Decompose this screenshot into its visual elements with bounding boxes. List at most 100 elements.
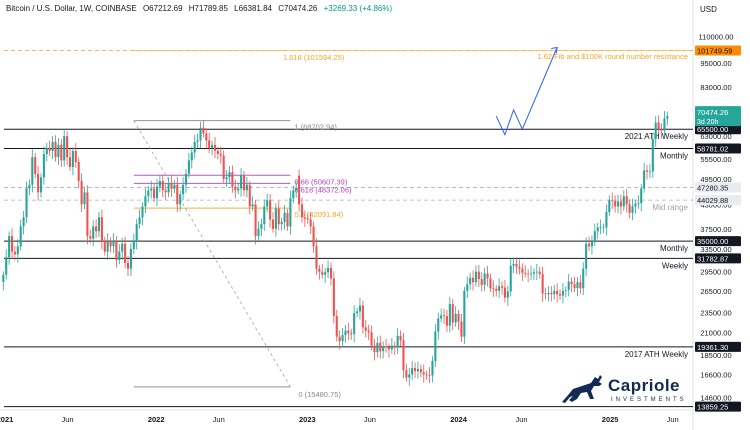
candle-body (486, 273, 489, 279)
candle-body (71, 150, 74, 168)
candle-body (269, 200, 272, 220)
candle-body (396, 335, 399, 348)
candle-body (431, 360, 434, 376)
candle-body (39, 177, 43, 193)
candle-body (466, 284, 469, 291)
candle-body (541, 274, 544, 294)
candle-body (402, 340, 405, 371)
candle-body (60, 144, 63, 161)
candle-body (13, 251, 16, 255)
candle-body (399, 335, 402, 341)
candle-body (405, 370, 408, 378)
candle-body (556, 290, 559, 295)
level-label: Weekly (662, 261, 688, 270)
price-label-box (695, 236, 741, 247)
candle-body (66, 136, 69, 158)
candle-body (150, 188, 153, 191)
projection-arrowhead (551, 46, 558, 54)
candle-body (216, 150, 219, 155)
candle-body (80, 181, 83, 205)
candle-body (625, 196, 628, 205)
candle-body (187, 160, 190, 174)
candle-body (324, 272, 327, 275)
candle-body (170, 182, 173, 189)
candle-body (240, 175, 243, 189)
candle-body (341, 334, 344, 342)
candle-body (295, 188, 298, 191)
candle-body (518, 266, 521, 269)
candle-body (666, 116, 669, 119)
level-label: 2017 ATH Weekly (625, 350, 688, 359)
candle-body (205, 133, 208, 141)
candle-body (408, 374, 411, 378)
fib-level-label: 0.618 (48372.06) (294, 185, 352, 194)
price-label-box (695, 401, 741, 412)
level-label: Monthly (660, 152, 688, 161)
candle-body (83, 192, 86, 205)
candle-body (5, 257, 8, 275)
candle-body (370, 332, 373, 346)
currency-label[interactable]: USD (700, 5, 717, 14)
candle-body (115, 241, 118, 260)
candle-body (109, 241, 112, 247)
candle-body (309, 219, 312, 227)
candle-body (443, 315, 446, 317)
candle-body (141, 206, 144, 218)
candle-body (550, 292, 553, 295)
candle-body (106, 241, 109, 252)
y-tick-label: 49500.00 (700, 175, 731, 184)
candle-body (335, 316, 338, 337)
candle-body (579, 282, 582, 289)
candle-body (153, 188, 156, 199)
candle-body (382, 346, 385, 352)
candle-body (77, 162, 80, 182)
chart-header: Bitcoin / U.S. Dollar, 1W, COINBASE O672… (6, 4, 396, 13)
candle-body (19, 226, 22, 247)
price-label-box (695, 253, 741, 264)
candle-body (350, 333, 353, 335)
candle-body (31, 157, 34, 185)
candle-body (74, 150, 77, 163)
candle-body (544, 293, 547, 295)
candle-body (89, 236, 92, 239)
price-label-text: 19361.30 (697, 343, 728, 352)
candle-body (364, 327, 367, 331)
candle-body (274, 208, 277, 229)
candle-body (593, 231, 596, 242)
candle-body (622, 196, 625, 207)
candle-body (257, 228, 260, 237)
candle-body (422, 372, 425, 375)
candle-body (219, 154, 222, 156)
candle-body (637, 203, 640, 204)
candle-body (602, 227, 605, 229)
candle-body (298, 175, 301, 205)
candle-body (628, 204, 631, 213)
candle-body (538, 271, 541, 275)
candle-body (457, 313, 460, 322)
candle-body (657, 122, 660, 130)
candle-body (300, 204, 304, 218)
symbol-title[interactable]: Bitcoin / U.S. Dollar, 1W, COINBASE (6, 4, 137, 13)
candle-body (37, 173, 40, 193)
candle-body (419, 369, 422, 373)
y-tick-label: 16600.00 (700, 370, 731, 379)
low-value: L66381.84 (234, 4, 272, 13)
fib-level-label: 0 (15480.75) (298, 390, 341, 399)
candle-body (643, 170, 646, 189)
candle-body (474, 271, 477, 283)
candle-body (567, 281, 570, 291)
open-value: O67212.69 (142, 4, 183, 13)
projection-path (495, 47, 558, 137)
candle-body (576, 282, 579, 289)
candle-body (112, 241, 115, 247)
price-label-box (695, 143, 741, 154)
candle-body (553, 290, 556, 295)
capriole-logo: Capriole INVESTMENTS (560, 372, 690, 412)
candle-body (570, 281, 573, 285)
candle-body (306, 218, 309, 220)
candle-body (271, 219, 275, 229)
candle-body (124, 243, 127, 263)
candle-body (237, 188, 240, 191)
candle-body (260, 224, 263, 229)
